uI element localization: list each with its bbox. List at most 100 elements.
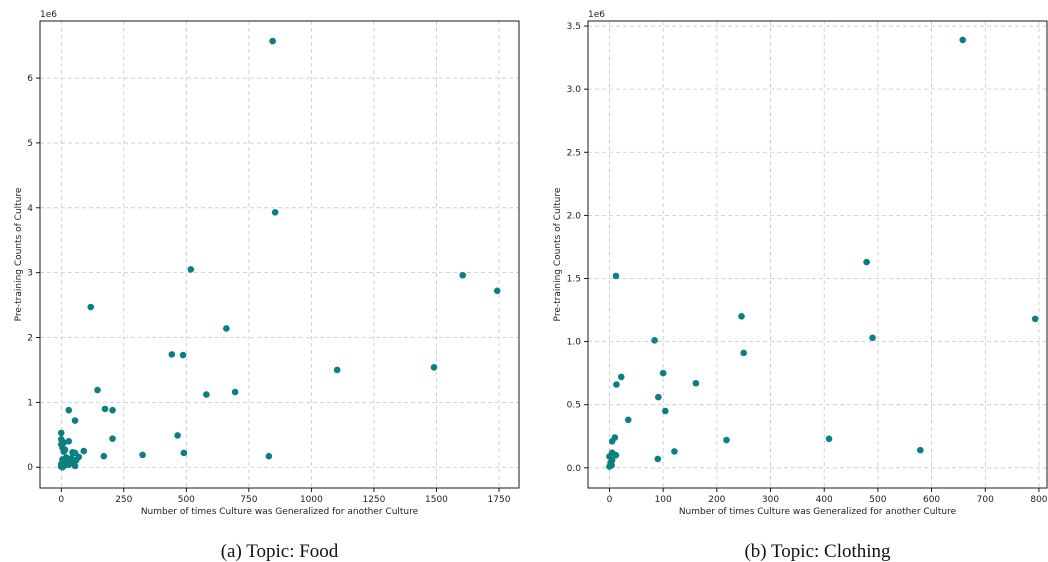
- food-y-tick-label: 6: [27, 74, 33, 84]
- food-x-tick-label: 1000: [300, 495, 323, 505]
- clothing-data-point: [863, 258, 870, 266]
- food-data-point: [223, 325, 230, 332]
- clothing-x-tick-label: 600: [923, 495, 940, 505]
- food-y-tick-label: 2: [27, 334, 33, 344]
- food-data-point: [269, 37, 276, 45]
- food-plot-frame: [39, 20, 520, 489]
- clothing-data-point: [1031, 315, 1039, 323]
- clothing-x-tick-label: 700: [977, 495, 994, 505]
- food-x-tick-label: 1250: [362, 495, 385, 505]
- clothing-data-point: [613, 381, 620, 388]
- clothing-data-point: [659, 369, 667, 377]
- clothing-caption: (b) Topic: Clothing: [744, 541, 891, 562]
- clothing-gridlines: [588, 21, 1047, 488]
- clothing-data-point: [662, 407, 669, 415]
- food-data-point: [57, 429, 65, 437]
- food-data-point: [333, 366, 341, 374]
- food-data-point: [65, 438, 73, 445]
- food-x-tick-label: 250: [115, 495, 132, 505]
- food-x-tick-label: 1500: [425, 495, 448, 505]
- clothing-data-point: [738, 313, 745, 320]
- clothing-x-tick-label: 400: [816, 495, 833, 505]
- clothing-data-point: [825, 435, 833, 443]
- food-gridlines: [40, 21, 519, 488]
- food-y-tick-label: 3: [27, 269, 33, 279]
- clothing-y-tick-label: 1.5: [567, 274, 581, 284]
- clothing-data-point: [655, 393, 662, 401]
- clothing-y-tick-label: 2.0: [567, 211, 582, 221]
- clothing-x-tick-label: 800: [1030, 495, 1047, 505]
- food-data-point: [139, 451, 146, 459]
- food-data-point: [80, 447, 88, 455]
- food-data-point: [265, 452, 273, 460]
- clothing-y-tick-label: 0.0: [567, 464, 582, 474]
- food-y-tick-label: 0: [27, 463, 33, 473]
- clothing-data-point: [624, 416, 632, 424]
- food-data-point: [231, 388, 239, 396]
- food-x-tick-label: 750: [240, 495, 257, 505]
- food-y-tick-label: 1: [27, 398, 33, 408]
- food-y-tick-label: 5: [27, 139, 33, 149]
- clothing-data-point: [608, 438, 616, 445]
- food-caption: (a) Topic: Food: [221, 541, 339, 562]
- food-x-tick-label: 500: [178, 495, 195, 505]
- clothing-x-tick-label: 200: [708, 495, 725, 505]
- clothing-plot-frame: [587, 20, 1048, 489]
- food-scatter-panel: 0 250 500 750 1000 1250 1500 1750 0 1 2 3 4 5 6 1e6 Nu…: [14, 10, 520, 562]
- clothing-data-point: [959, 36, 967, 44]
- food-data-point: [109, 406, 116, 414]
- food-y-multiplier: 1e6: [40, 10, 57, 20]
- clothing-data-point: [606, 463, 613, 470]
- food-ticks: 0 250 500 750 1000 1250 1500 1750 0 1 2 3 4 5 6: [27, 74, 510, 505]
- clothing-x-tick-label: 0: [607, 495, 613, 505]
- food-data-point: [179, 351, 187, 359]
- clothing-y-tick-label: 3.0: [567, 85, 582, 95]
- food-data-point: [168, 351, 176, 358]
- clothing-y-multiplier: 1e6: [588, 10, 605, 20]
- food-data-point: [59, 463, 66, 471]
- food-data-point: [271, 209, 279, 216]
- food-data-point: [71, 462, 79, 470]
- food-data-point: [493, 287, 501, 295]
- clothing-data-point: [612, 272, 620, 280]
- clothing-ticks: 0 100 200 300 400 500 600 700 800 0.0 0.5 1.0 1.5 2.0…: [567, 22, 1048, 505]
- food-y-tick-label: 4: [27, 204, 33, 214]
- clothing-data-point: [723, 436, 730, 444]
- food-data-point: [174, 432, 181, 439]
- clothing-x-tick-label: 300: [762, 495, 779, 505]
- clothing-data-point: [740, 349, 747, 357]
- clothing-scatter-panel: 0 100 200 300 400 500 600 700 800 0.0 0.5 1.0 1.5 2.0…: [553, 10, 1048, 562]
- food-data-point: [109, 435, 116, 443]
- food-data-point: [430, 364, 438, 371]
- food-points: [57, 37, 501, 471]
- food-data-point: [100, 452, 108, 460]
- clothing-x-tick-label: 500: [869, 495, 886, 505]
- food-data-point: [180, 449, 188, 457]
- food-data-point: [459, 271, 467, 279]
- clothing-x-axis-label: Number of times Culture was Generalized …: [679, 507, 957, 517]
- food-x-axis-label: Number of times Culture was Generalized …: [141, 507, 419, 517]
- clothing-data-point: [651, 337, 658, 344]
- clothing-y-tick-label: 0.5: [567, 401, 581, 411]
- clothing-y-tick-label: 1.0: [567, 338, 582, 348]
- clothing-data-point: [671, 448, 678, 455]
- clothing-y-axis-label: Pre-training Counts of Culture: [553, 187, 563, 321]
- food-data-point: [87, 303, 95, 311]
- food-x-tick-label: 0: [58, 495, 64, 505]
- food-data-point: [101, 405, 109, 413]
- clothing-points: [606, 36, 1039, 470]
- food-y-axis-label: Pre-training Counts of Culture: [14, 187, 24, 321]
- food-data-point: [65, 406, 73, 414]
- food-data-point: [71, 417, 79, 424]
- food-data-point: [203, 391, 210, 398]
- food-data-point: [94, 386, 101, 394]
- food-data-point: [60, 448, 68, 455]
- food-data-point: [187, 266, 195, 273]
- clothing-x-tick-label: 100: [655, 495, 672, 505]
- clothing-data-point: [869, 334, 876, 342]
- food-x-tick-label: 1750: [488, 495, 511, 505]
- clothing-data-point: [612, 451, 620, 459]
- clothing-y-tick-label: 3.5: [567, 22, 581, 32]
- clothing-data-point: [917, 446, 924, 454]
